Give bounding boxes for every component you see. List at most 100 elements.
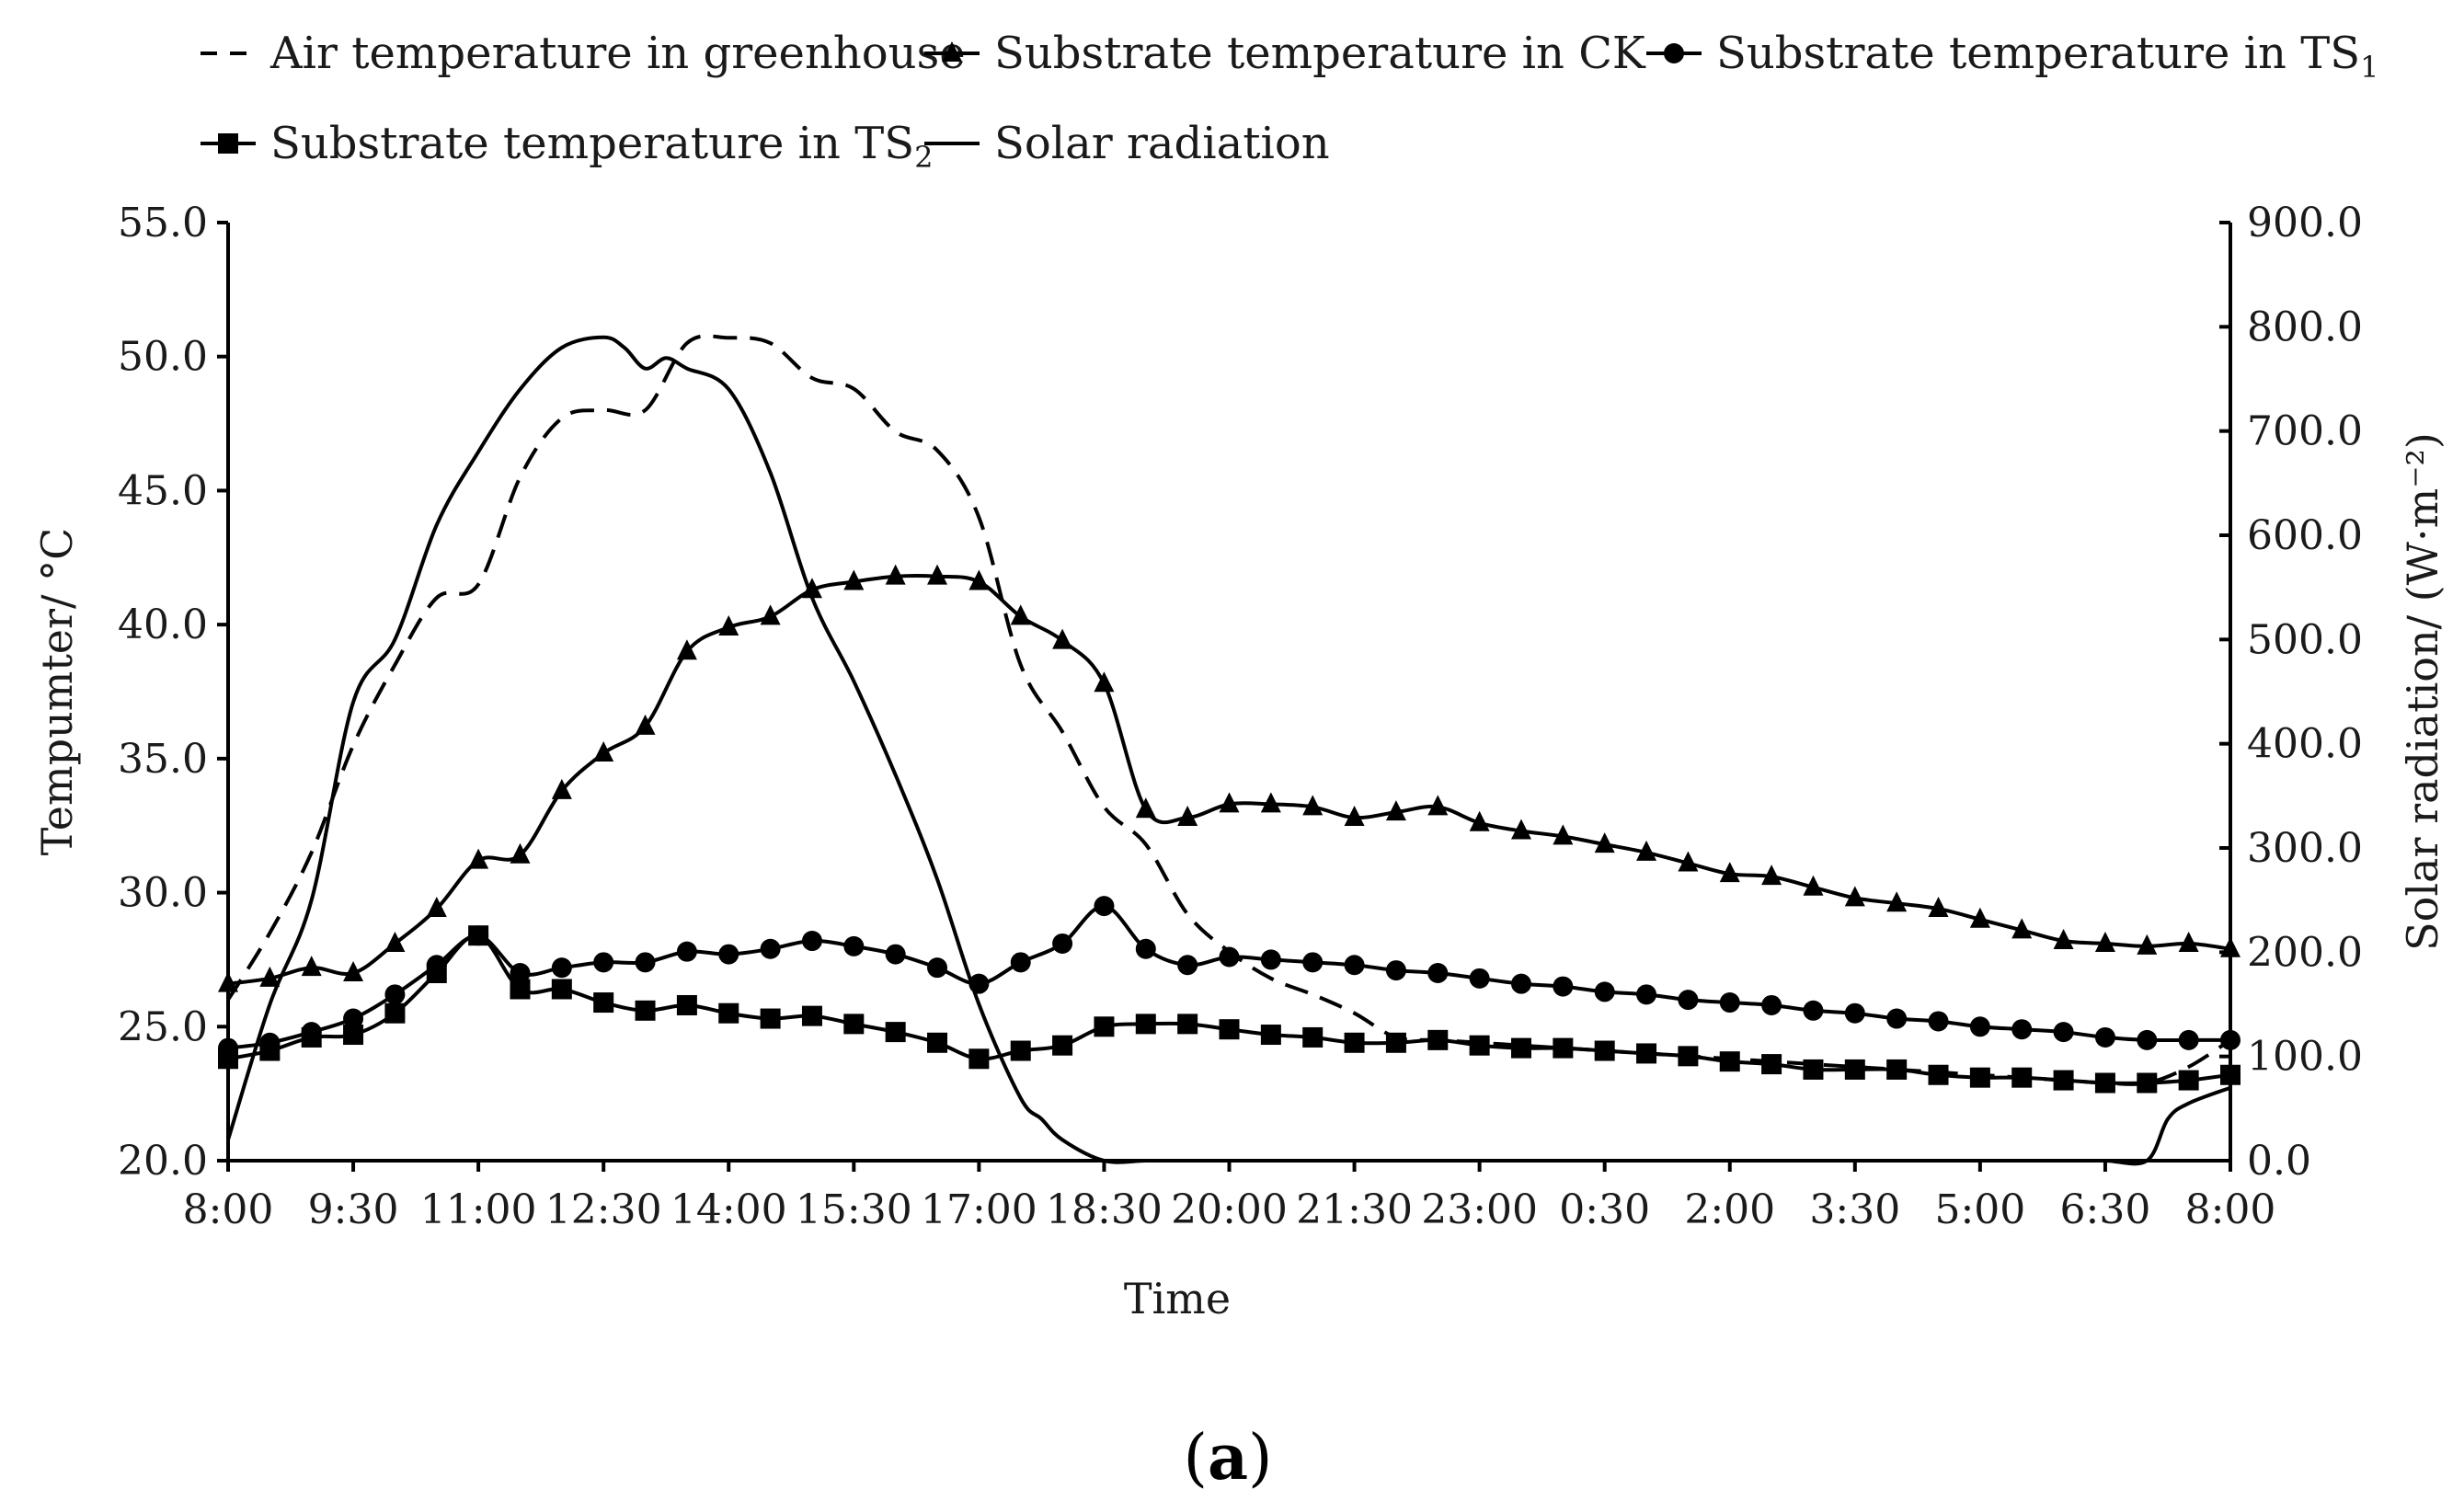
series-ts1-point — [1636, 984, 1657, 1005]
series-ts2-point — [2220, 1064, 2241, 1085]
series-ts1-point — [1719, 992, 1740, 1014]
legend-label: Substrate temperature in TS1 — [1716, 28, 2378, 85]
series-ts2-point — [1260, 1025, 1281, 1046]
series-ck-point — [2220, 936, 2241, 957]
y-tick-label: 25.0 — [118, 1003, 208, 1050]
y2-tick-label: 800.0 — [2247, 304, 2363, 350]
series-ts1-point — [1969, 1016, 1990, 1037]
series-ts2-point — [426, 963, 447, 983]
series-ts2-point — [676, 994, 697, 1015]
series-ck — [218, 564, 2241, 992]
series-ts2-point — [1928, 1064, 1949, 1085]
x-tick-label: 2:00 — [1684, 1186, 1775, 1233]
series-ts2-point — [1594, 1040, 1615, 1061]
y-tick-label: 20.0 — [118, 1138, 208, 1185]
series-ts1-point — [843, 935, 865, 956]
y-tick-label: 45.0 — [118, 467, 208, 514]
x-tick-label: 15:30 — [796, 1186, 912, 1233]
legend-label-text: Solar radiation — [994, 118, 1330, 169]
series-ck-point — [1135, 797, 1156, 819]
series-ck-point — [259, 966, 281, 987]
series-ts2-point — [1177, 1014, 1198, 1035]
series-ck-point — [718, 615, 739, 636]
y-tick-label: 30.0 — [118, 870, 208, 917]
series-ts1-point — [1678, 990, 1699, 1011]
series-ts1-point — [1886, 1008, 1908, 1029]
x-tick-label: 0:30 — [1559, 1186, 1650, 1233]
series-ts2-point — [1135, 1014, 1156, 1035]
series-ck-line — [227, 573, 2231, 986]
series-ts2-point — [2053, 1070, 2074, 1091]
panel-label: (a) — [1183, 1421, 1272, 1495]
series-ts1-point — [1260, 949, 1281, 970]
series-ck-point — [2094, 931, 2115, 952]
series-ts2-point — [593, 992, 614, 1014]
legend-label-text: Substrate temperature in TS — [1716, 28, 2360, 79]
series-ts1-point — [384, 984, 406, 1005]
series-ck-point — [1219, 792, 1240, 813]
series-ck-point — [510, 842, 531, 864]
series-ts2-point — [718, 1002, 739, 1024]
series-ck-point — [635, 714, 656, 735]
series — [218, 334, 2241, 1166]
y2-tick-label: 900.0 — [2247, 200, 2363, 246]
x-tick-label: 14:00 — [670, 1186, 787, 1233]
series-ck-point — [1594, 832, 1615, 853]
x-tick-label: 9:30 — [308, 1186, 399, 1233]
series-ts2-point — [885, 1022, 906, 1043]
series-ck-point — [801, 578, 822, 599]
series-ck-point — [551, 778, 572, 799]
series-ts2-point — [760, 1008, 781, 1029]
y-tick-label: 40.0 — [118, 601, 208, 648]
series-ck-point — [1427, 795, 1449, 816]
x-tick-label: 18:30 — [1046, 1186, 1163, 1233]
legend-label: Solar radiation — [994, 118, 1330, 169]
series-ts1-point — [718, 944, 739, 965]
series-ts2-point — [1219, 1019, 1240, 1040]
series-ck-point — [301, 956, 322, 977]
series-ts1-point — [801, 931, 822, 952]
y2-tick-label: 400.0 — [2247, 721, 2363, 768]
legend-item-ck: Substrate temperature in CK — [924, 28, 1646, 79]
legend-item-ts2: Substrate temperature in TS2 — [201, 118, 933, 175]
series-ck-point — [843, 569, 865, 590]
series-ts2-point — [1510, 1037, 1531, 1059]
series-ts2-point — [2011, 1067, 2033, 1088]
series-ck-point — [676, 639, 697, 660]
series-ck-point — [760, 604, 781, 625]
series-ck-point — [1302, 795, 1324, 816]
series-ck-point — [1553, 824, 1574, 845]
series-ts1-point — [1135, 938, 1156, 959]
series-ts2-point — [384, 1002, 406, 1024]
series-ck-point — [426, 897, 447, 918]
series-ts2-point — [1761, 1054, 1782, 1075]
series-ck-point — [1761, 865, 1782, 886]
x-tick-label: 6:30 — [2060, 1186, 2151, 1233]
x-tick-label: 21:30 — [1296, 1186, 1413, 1233]
series-ck-point — [1719, 862, 1740, 883]
series-ts2-point — [801, 1005, 822, 1026]
series-ck-point — [1636, 840, 1657, 861]
series-ck-point — [1510, 819, 1531, 840]
series-ts2-point — [927, 1032, 948, 1053]
y-tick-label: 55.0 — [118, 200, 208, 246]
series-ts2-point — [2137, 1072, 2158, 1094]
series-ck-point — [2011, 918, 2033, 939]
series-ts1-point — [2178, 1029, 2199, 1050]
series-ts1-point — [1928, 1011, 1949, 1032]
series-ck-point — [1928, 897, 1949, 918]
y2-tick-label: 200.0 — [2247, 929, 2363, 976]
series-ck-point — [968, 569, 990, 590]
series-ck-point — [468, 848, 489, 869]
series-ck-point — [1803, 875, 1824, 896]
series-ck-point — [1094, 671, 1115, 693]
panel-label-open: ( — [1183, 1422, 1208, 1495]
series-ts1-point — [1553, 976, 1574, 997]
series-solar-line — [226, 335, 2231, 1166]
series-ck-point — [1844, 886, 1865, 907]
series-ts1-point — [1010, 952, 1031, 973]
series-ck-point — [2178, 931, 2199, 952]
series-ck-point — [885, 564, 906, 585]
series-ts2-point — [1844, 1059, 1865, 1080]
series-ts1-point — [927, 957, 948, 979]
